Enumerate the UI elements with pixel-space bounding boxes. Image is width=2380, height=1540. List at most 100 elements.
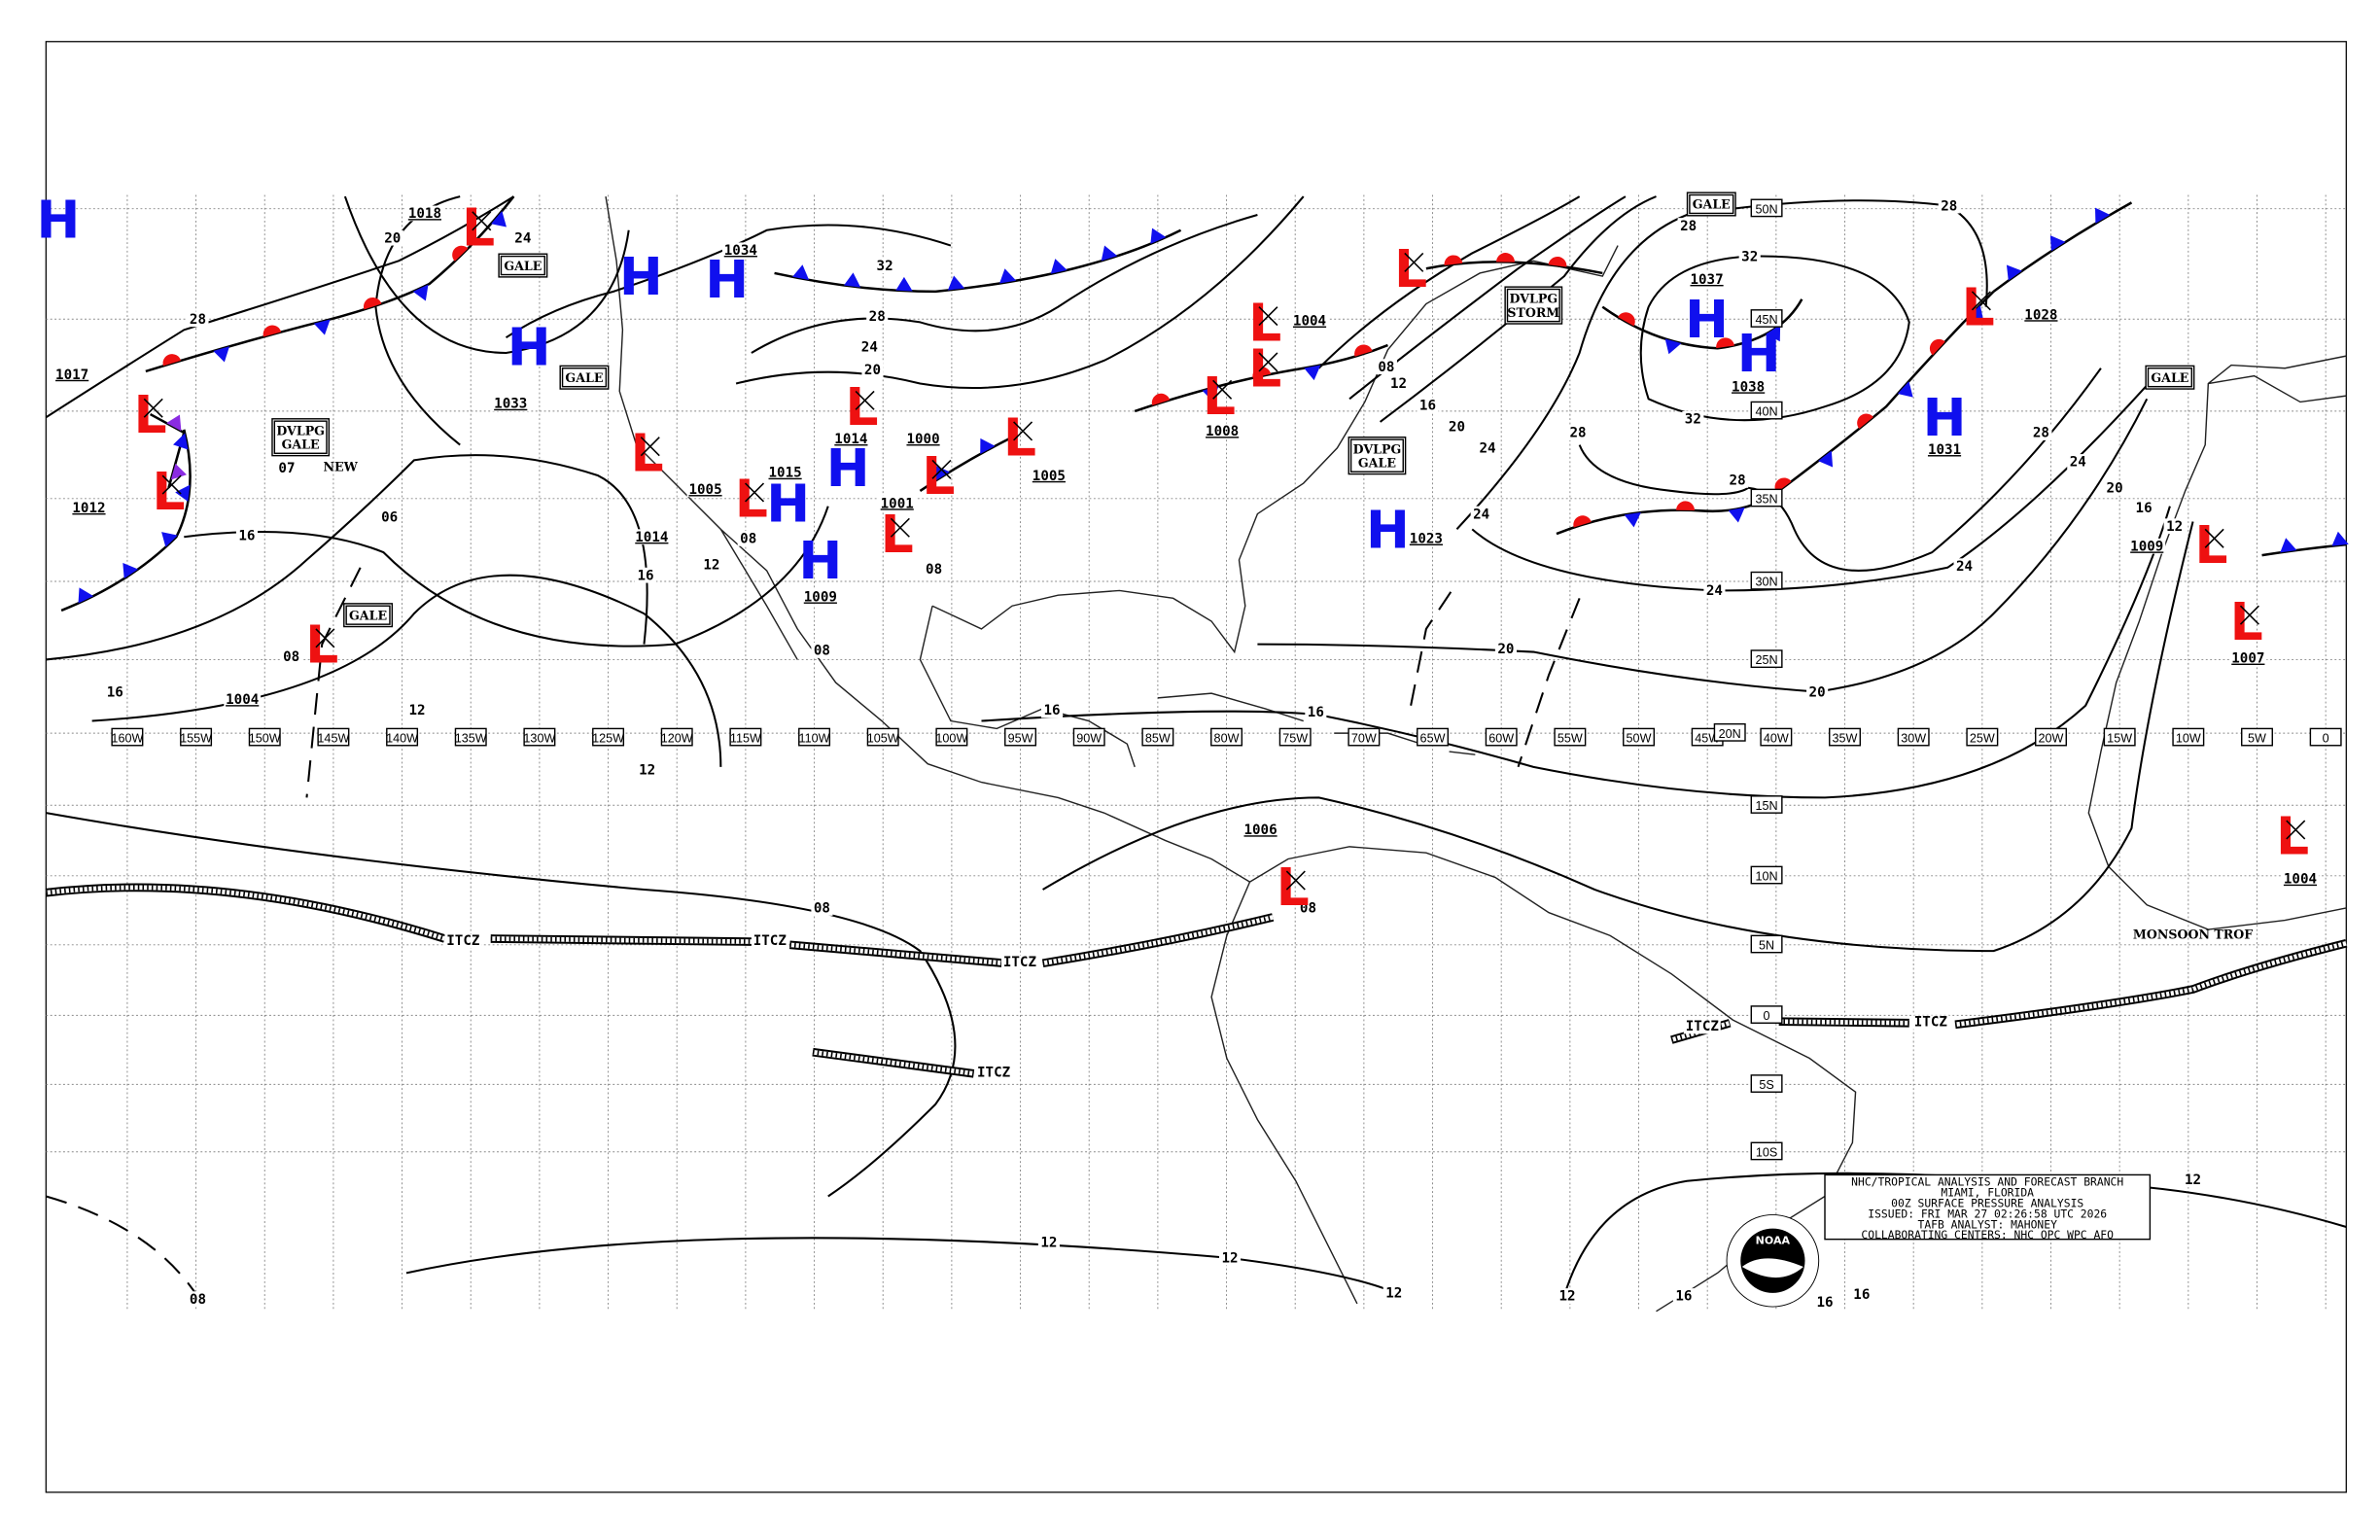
longitude-label: 75W xyxy=(1282,732,1308,746)
longitude-label: 95W xyxy=(1008,732,1033,746)
map-frame xyxy=(45,41,2347,1493)
low-center-x-icon xyxy=(1258,306,1278,327)
isobar-label: 16 xyxy=(238,528,255,543)
low-center-x-icon xyxy=(2239,605,2259,625)
central-pressure-value: 1004 xyxy=(226,692,259,708)
low-center-x-icon xyxy=(745,482,765,503)
high-pressure-center: H xyxy=(1366,499,1410,560)
cold-front-triangle xyxy=(122,562,139,579)
high-pressure-center: H xyxy=(1685,289,1729,350)
cold-front-triangle xyxy=(1897,381,1913,398)
latitude-label: 5S xyxy=(1759,1078,1773,1092)
stationary-front xyxy=(145,195,515,373)
isobar-label: 32 xyxy=(877,259,893,274)
noaa-logo-text: NOAA xyxy=(1756,1234,1791,1246)
cold-front-triangle xyxy=(1304,365,1321,381)
low-pressure-center: L xyxy=(1248,338,1281,400)
longitude-label-box xyxy=(1760,727,1793,747)
isobar-label: 28 xyxy=(190,312,206,328)
low-pressure-center: L xyxy=(2276,806,2309,867)
isobar-label: 16 xyxy=(638,568,654,583)
itcz-label: ITCZ xyxy=(446,933,480,949)
longitude-label-box xyxy=(1072,727,1105,747)
high-pressure-center: H xyxy=(798,530,842,591)
cold-front-triangle xyxy=(1766,325,1781,342)
latitude-label: 10S xyxy=(1756,1145,1777,1159)
stationary-front xyxy=(1601,298,1803,350)
latitude-label: 45N xyxy=(1756,313,1778,327)
isobar-label: 08 xyxy=(1300,901,1316,917)
warm-front-semicircle xyxy=(1929,338,1945,356)
warm-front-semicircle xyxy=(1618,312,1635,327)
low-pressure-center: L xyxy=(1003,407,1036,469)
cold-front-triangle xyxy=(412,284,429,301)
longitude-label-box xyxy=(1554,727,1587,747)
isobar-label: 32 xyxy=(1685,412,1701,428)
longitude-label-box xyxy=(2309,727,2342,747)
central-pressure-value: 1018 xyxy=(408,206,441,222)
longitude-label-box xyxy=(935,727,968,747)
isobar-label: 24 xyxy=(861,339,878,355)
low-pressure-center: L xyxy=(305,614,338,676)
longitude-label: 5W xyxy=(2248,732,2266,746)
isobar-label: 16 xyxy=(107,684,123,700)
low-center-x-icon xyxy=(1013,421,1033,441)
high-pressure-center: H xyxy=(1737,323,1781,384)
latitude-label: 40N xyxy=(1756,405,1778,419)
longitude-label: 155W xyxy=(180,732,212,746)
cold-front-triangle xyxy=(2331,531,2349,546)
longitude-label-box xyxy=(317,727,350,747)
longitude-label-box xyxy=(1278,727,1312,747)
warning-label-box: GALE xyxy=(1686,192,1736,217)
central-pressure-value: 1007 xyxy=(2231,651,2264,667)
isobar-label: 08 xyxy=(1378,360,1394,375)
latitude-label: 5N xyxy=(1759,939,1774,953)
isobar-label: 28 xyxy=(1941,198,1957,214)
longitude-label: 25W xyxy=(1970,732,1995,746)
cold-front-triangle xyxy=(166,414,182,432)
noaa-logo: NOAA xyxy=(1726,1213,1820,1308)
isobar-label: 24 xyxy=(514,230,531,246)
longitude-label-box xyxy=(1004,727,1037,747)
isobar-label: 32 xyxy=(1741,249,1758,264)
low-pressure-center: L xyxy=(631,422,664,483)
latitude-label: 15N xyxy=(1756,799,1778,813)
low-center-x-icon xyxy=(640,437,660,457)
high-pressure-center: H xyxy=(826,438,870,499)
itcz-label: ITCZ xyxy=(1003,955,1037,970)
isobar-label: 20 xyxy=(1809,684,1826,700)
isobar-label: 20 xyxy=(1497,642,1514,657)
isobar-label: 08 xyxy=(740,532,756,547)
longitude-label-box xyxy=(798,727,831,747)
high-pressure-center: H xyxy=(619,246,663,307)
longitude-label: 100W xyxy=(935,732,967,746)
latitude-label-box xyxy=(1750,649,1783,669)
warning-label-box: GALE xyxy=(2145,365,2195,390)
longitude-label-box xyxy=(1141,727,1174,747)
isobar-label: 20 xyxy=(384,230,401,246)
low-pressure-center: L xyxy=(922,445,955,507)
warm-front-semicircle xyxy=(1548,257,1567,267)
low-center-x-icon xyxy=(2204,528,2224,548)
longitude-label-box xyxy=(1210,727,1243,747)
longitude-label: 160W xyxy=(111,732,143,746)
longitude-label-box xyxy=(660,727,693,747)
warning-label-box: GALE xyxy=(498,253,548,278)
low-center-x-icon xyxy=(1212,379,1233,400)
warm-front-semicircle xyxy=(1444,255,1463,266)
longitude-label: 115W xyxy=(730,732,761,746)
longitude-label-box xyxy=(2103,727,2136,747)
longitude-label-box xyxy=(180,727,213,747)
isobar-label: 08 xyxy=(814,644,830,659)
warm-front-semicircle xyxy=(1716,337,1735,349)
longitude-label-box xyxy=(1623,727,1656,747)
annotation-line: GALE xyxy=(1358,455,1396,470)
info-centers: COLLABORATING CENTERS: NHC OPC WPC AFO xyxy=(1861,1228,2114,1242)
fronts xyxy=(60,195,2349,612)
high-pressure-center: H xyxy=(705,249,749,310)
latitude-label: 25N xyxy=(1756,653,1778,667)
central-pressure-value: 1004 xyxy=(1293,314,1326,330)
